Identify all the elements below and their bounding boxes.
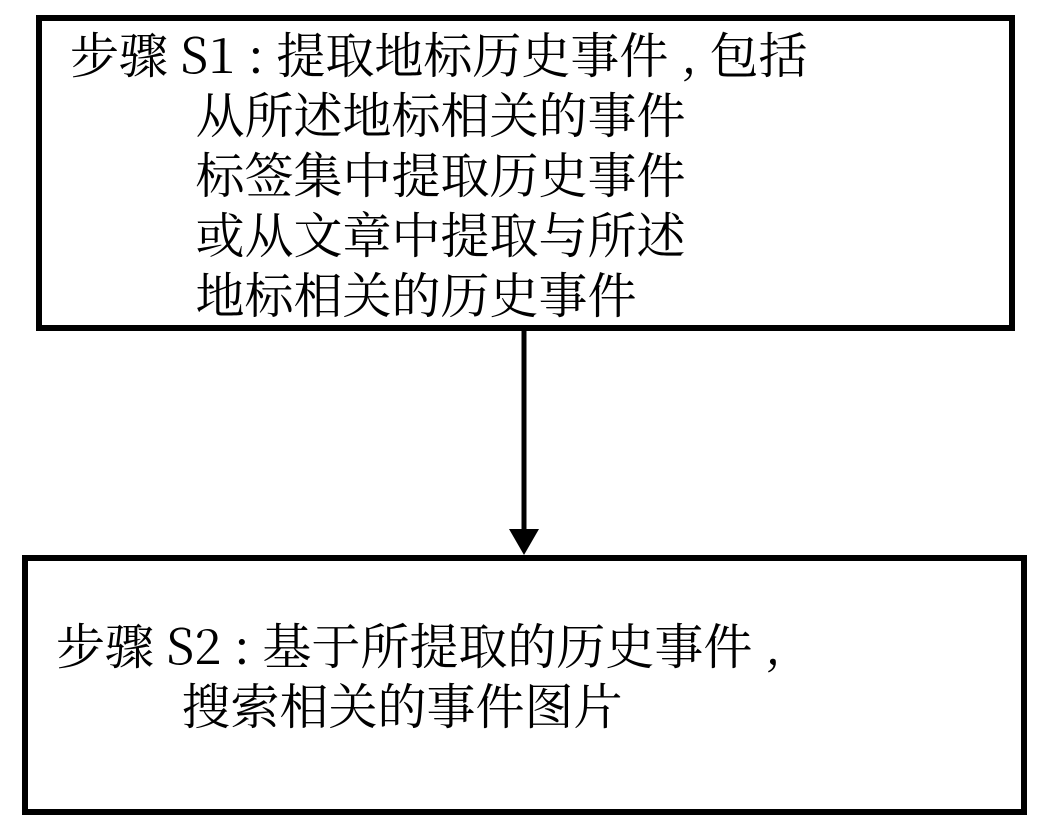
flowchart-edge-s1-s2 (494, 331, 554, 555)
arrow-head-icon (509, 529, 539, 555)
flowchart-node-s1-text: 步骤 S1 : 提取地标历史事件 , 包括 从所述地标相关的事件 标签集中提取历… (70, 23, 808, 323)
flowchart-node-s2-text: 步骤 S2 : 基于所提取的历史事件 , 搜索相关的事件图片 (56, 614, 781, 734)
